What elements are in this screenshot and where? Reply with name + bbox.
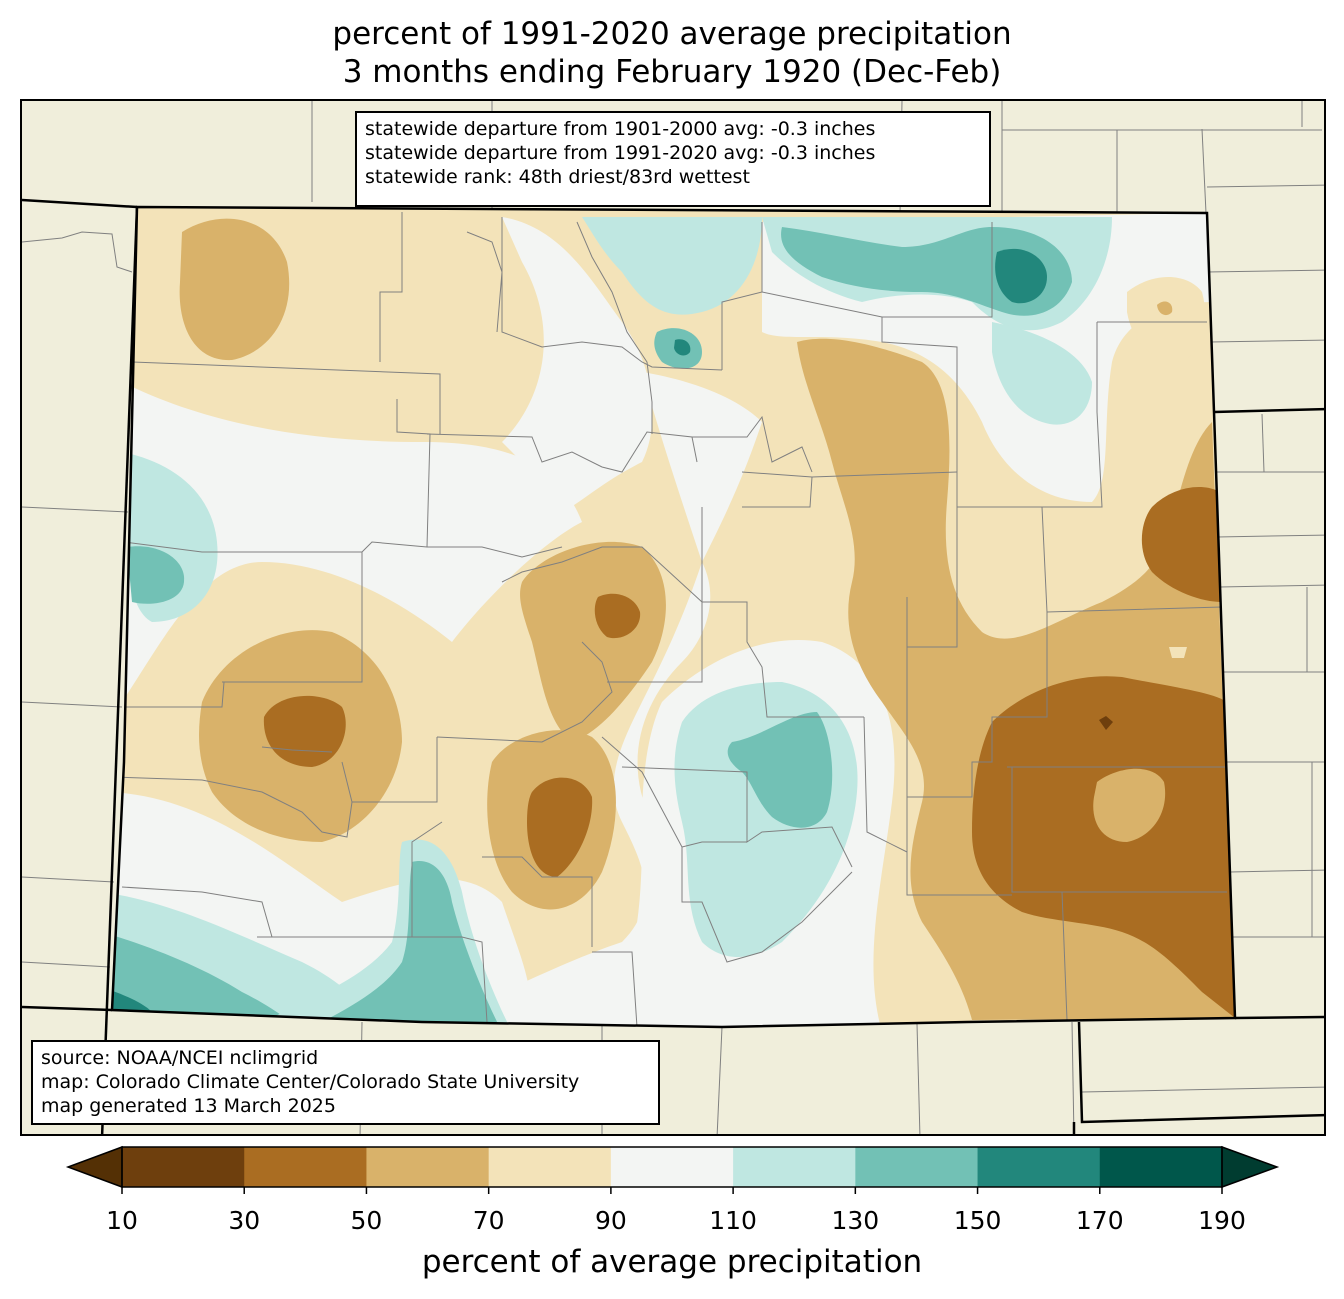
statewide-stats-box: statewide departure from 1901-2000 avg: … [355, 111, 991, 207]
colorbar-swatch [855, 1147, 979, 1187]
colorbar-label: percent of average precipitation [421, 1244, 923, 1280]
precipitation-map [20, 99, 1326, 1136]
colorbar-tick-label: 30 [228, 1206, 260, 1235]
colorbar-tick-label: 110 [709, 1206, 757, 1235]
stats-rank: statewide rank: 48th driest/83rd wettest [365, 166, 750, 188]
colorbar-swatch [488, 1147, 612, 1187]
colorbar-tick-label: 170 [1076, 1206, 1124, 1235]
colorbar-swatch [977, 1147, 1101, 1187]
generated-date-line: map generated 13 March 2025 [41, 1095, 336, 1117]
colorbar-swatches [122, 1147, 1223, 1187]
source-box: source: NOAA/NCEI nclimgrid map: Colorad… [31, 1040, 660, 1125]
map-canvas [22, 101, 1324, 1134]
state-borders [22, 198, 1324, 1134]
colorbar-swatch [366, 1147, 490, 1187]
colorbar-tick-label: 70 [473, 1206, 505, 1235]
map-title-line1: percent of 1991-2020 average precipitati… [332, 16, 1012, 52]
colorbar: 10 30 50 70 90 110 130 150 170 190 [65, 1145, 1280, 1235]
stats-departure-1901-2000: statewide departure from 1901-2000 avg: … [365, 118, 876, 140]
colorbar-over-arrow [1221, 1145, 1280, 1189]
colorbar-swatch [122, 1147, 245, 1187]
map-title-line2: 3 months ending February 1920 (Dec-Feb) [342, 54, 1002, 90]
map-credit-line: map: Colorado Climate Center/Colorado St… [41, 1071, 580, 1093]
colorbar-tick-label: 190 [1198, 1206, 1246, 1235]
colorbar-under-arrow [65, 1145, 123, 1189]
colorado-border [110, 205, 1237, 1029]
colorbar-swatch [1099, 1147, 1223, 1187]
colorbar-frame [121, 1146, 1223, 1188]
colorbar-tick-label: 130 [831, 1206, 879, 1235]
colorbar-tick-label: 90 [595, 1206, 627, 1235]
county-lines [113, 212, 1227, 1027]
colorbar-swatch [610, 1147, 734, 1187]
source-line: source: NOAA/NCEI nclimgrid [41, 1047, 319, 1069]
colorbar-swatch [244, 1147, 367, 1187]
colorbar-tick-label: 50 [351, 1206, 383, 1235]
colorbar-tick-label: 150 [954, 1206, 1002, 1235]
precipitation-field [112, 207, 1235, 1027]
colorbar-tick-label: 10 [106, 1206, 138, 1235]
colorbar-ticks: 10 30 50 70 90 110 130 150 170 190 [106, 1187, 1246, 1235]
colorbar-swatch [733, 1147, 856, 1187]
stats-departure-1991-2020: statewide departure from 1991-2020 avg: … [365, 142, 876, 164]
